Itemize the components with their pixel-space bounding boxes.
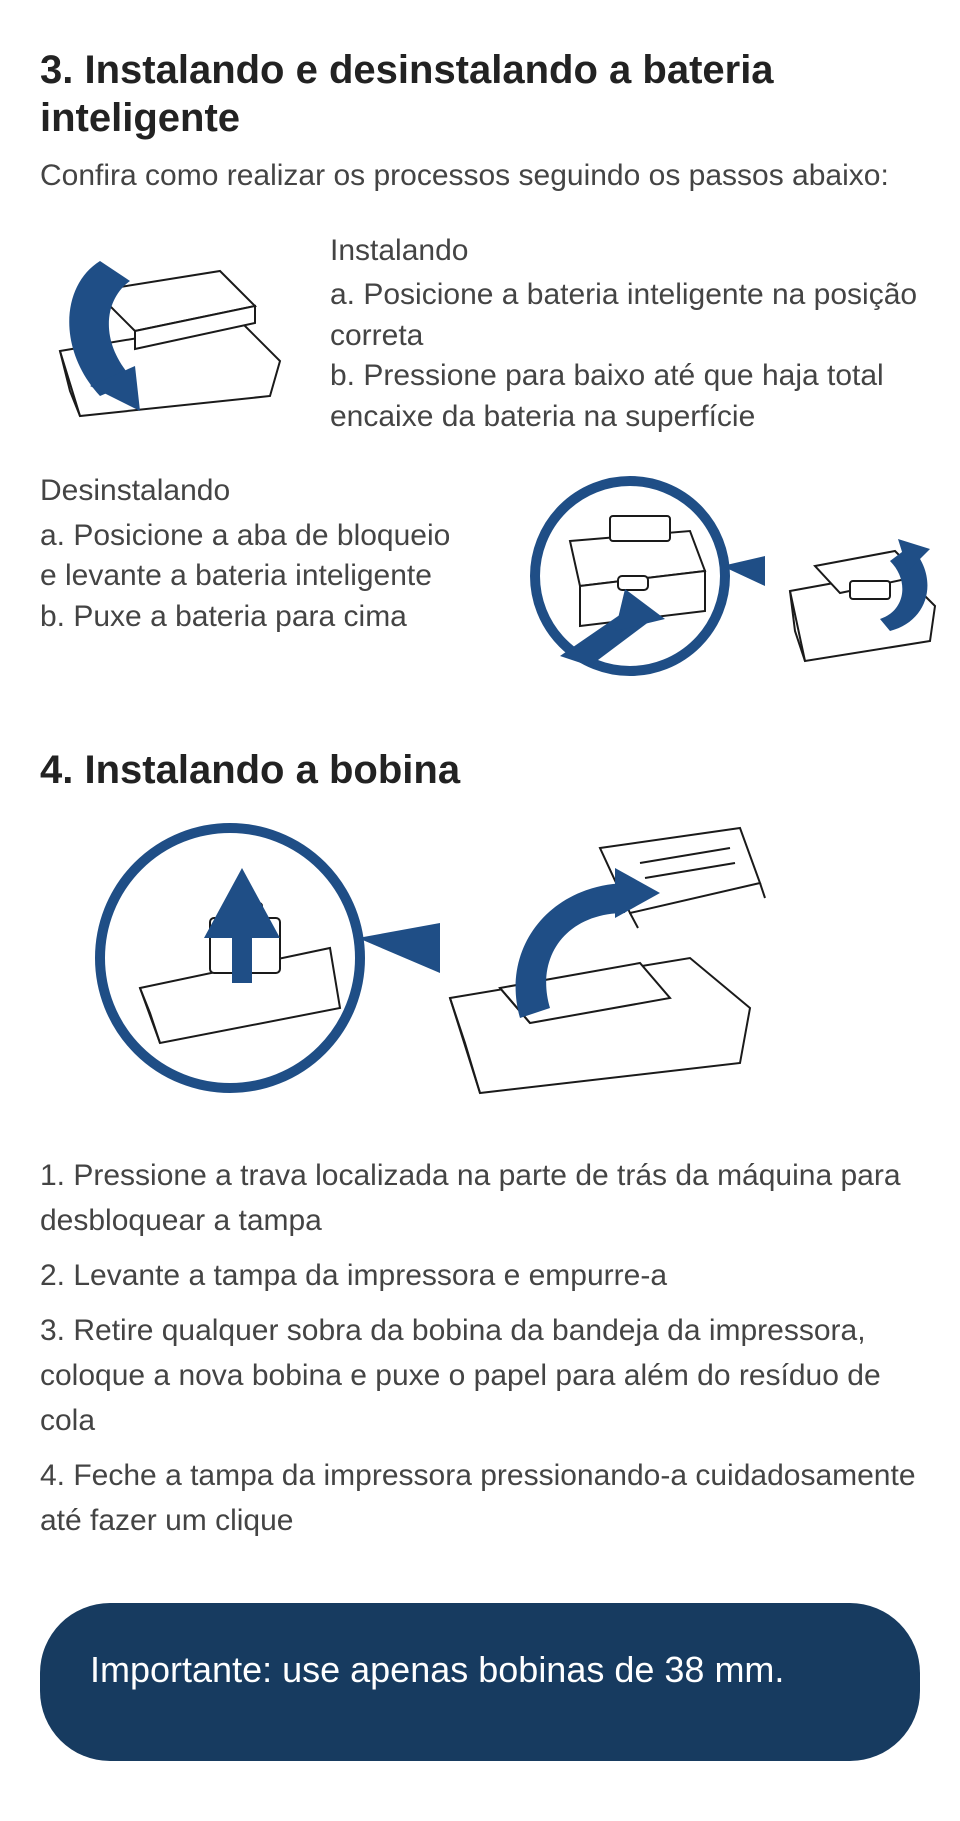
step-1: 1. Pressione a trava localizada na parte… [40,1153,920,1243]
section4-title: 4. Instalando a bobina [40,746,920,794]
important-callout: Importante: use apenas bobinas de 38 mm. [40,1603,920,1761]
install-heading: Instalando [330,231,920,272]
uninstall-heading: Desinstalando [40,471,470,512]
install-row: Instalando a. Posicione a bateria inteli… [40,231,920,438]
reel-illustration [80,808,920,1113]
install-text: Instalando a. Posicione a bateria inteli… [330,231,920,438]
uninstall-step-b: b. Puxe a bateria para cima [40,600,407,633]
uninstall-illustration [500,471,960,686]
install-step-b: b. Pressione para baixo até que haja tot… [330,359,884,433]
step-4: 4. Feche a tampa da impressora pressiona… [40,1453,920,1543]
install-step-a: a. Posicione a bateria inteligente na po… [330,278,917,352]
uninstall-row: Desinstalando a. Posicione a aba de bloq… [40,471,920,686]
uninstall-text: Desinstalando a. Posicione a aba de bloq… [40,471,470,637]
uninstall-step-a: a. Posicione a aba de bloqueio e levante… [40,519,450,593]
step-3: 3. Retire qualquer sobra da bobina da ba… [40,1308,920,1443]
step-2: 2. Levante a tampa da impressora e empur… [40,1253,920,1298]
section3-intro: Confira como realizar os processos segui… [40,156,920,197]
section3-title: 3. Instalando e desinstalando a bateria … [40,46,920,142]
callout-text: Importante: use apenas bobinas de 38 mm. [90,1649,784,1690]
section4-steps: 1. Pressione a trava localizada na parte… [40,1153,920,1543]
document-page: 3. Instalando e desinstalando a bateria … [0,6,960,1821]
install-illustration [40,231,300,426]
